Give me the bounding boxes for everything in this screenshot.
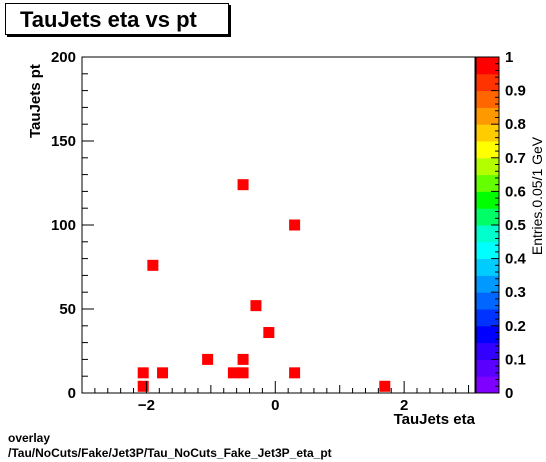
data-cell bbox=[263, 327, 275, 339]
y-tick-label: 100 bbox=[51, 217, 76, 234]
palette-band bbox=[476, 359, 499, 377]
palette-band bbox=[476, 174, 499, 192]
palette-band bbox=[476, 275, 499, 293]
palette-band bbox=[476, 107, 499, 125]
plot-frame bbox=[81, 56, 476, 394]
z-axis-label: Entries.0.05/1 GeV bbox=[529, 136, 545, 255]
data-cell bbox=[147, 259, 159, 271]
palette-band bbox=[476, 73, 499, 92]
data-cell bbox=[379, 380, 391, 392]
data-cell bbox=[202, 353, 214, 365]
z-tick-label: 0.1 bbox=[505, 351, 526, 368]
chart-title: TauJets eta vs pt bbox=[20, 7, 197, 32]
y-tick-label: 50 bbox=[59, 301, 76, 318]
z-tick-label: 0.3 bbox=[505, 284, 526, 301]
z-tick-label: 0.2 bbox=[505, 318, 526, 335]
z-tick-label: 0.9 bbox=[505, 83, 526, 100]
data-marks bbox=[137, 179, 391, 392]
data-cell bbox=[289, 219, 301, 231]
palette-band bbox=[476, 57, 499, 75]
chart-title-box: TauJets eta vs pt bbox=[5, 3, 229, 35]
data-cell bbox=[289, 367, 301, 379]
palette-band bbox=[476, 258, 499, 276]
plot-area-border bbox=[81, 56, 476, 394]
x-tick-label: −2 bbox=[138, 397, 155, 414]
axes: −2 0 2 0 50 100 150 200 bbox=[51, 49, 470, 414]
palette-band bbox=[476, 225, 499, 243]
z-tick-label: 0.7 bbox=[505, 150, 526, 167]
z-tick-label: 0.4 bbox=[505, 251, 527, 268]
z-tick-label: 0.6 bbox=[505, 183, 526, 200]
palette-band bbox=[476, 325, 499, 344]
x-axis-label: TauJets eta bbox=[394, 411, 476, 428]
z-tick-label: 0 bbox=[505, 385, 513, 402]
y-axis-label: TauJets pt bbox=[27, 64, 44, 138]
x-tick-label: 0 bbox=[271, 397, 279, 414]
data-cell bbox=[250, 300, 262, 312]
data-cell bbox=[237, 367, 249, 379]
y-tick-label: 150 bbox=[51, 133, 76, 150]
palette-band bbox=[476, 292, 499, 310]
z-tick-label: 0.8 bbox=[505, 116, 526, 133]
color-palette: 0 0.1 0.2 0.3 0.4 0.5 0.6 0.7 0.8 0.9 1 bbox=[475, 49, 527, 402]
palette-band bbox=[476, 241, 499, 260]
palette-band bbox=[476, 141, 499, 159]
data-cell bbox=[157, 367, 169, 379]
y-tick-label: 0 bbox=[68, 385, 76, 402]
data-cell bbox=[137, 367, 149, 379]
data-cell bbox=[237, 179, 249, 191]
palette-band bbox=[476, 124, 499, 142]
data-cell bbox=[227, 367, 239, 379]
palette-band bbox=[476, 376, 499, 394]
palette-band bbox=[476, 157, 499, 176]
data-cell bbox=[137, 380, 149, 392]
z-tick-label: 0.5 bbox=[505, 217, 526, 234]
footer-line-1: overlay bbox=[8, 431, 51, 445]
z-tick-label: 1 bbox=[505, 49, 513, 66]
palette-band bbox=[476, 90, 499, 108]
palette-band bbox=[476, 342, 499, 360]
palette-band bbox=[476, 309, 499, 327]
x-tick-label: 2 bbox=[400, 397, 408, 414]
footer-line-2: /Tau/NoCuts/Fake/Jet3P/Tau_NoCuts_Fake_J… bbox=[8, 446, 332, 460]
palette-band bbox=[476, 208, 499, 226]
palette-band bbox=[476, 191, 499, 209]
y-tick-label: 200 bbox=[51, 49, 76, 66]
data-cell bbox=[237, 353, 249, 365]
